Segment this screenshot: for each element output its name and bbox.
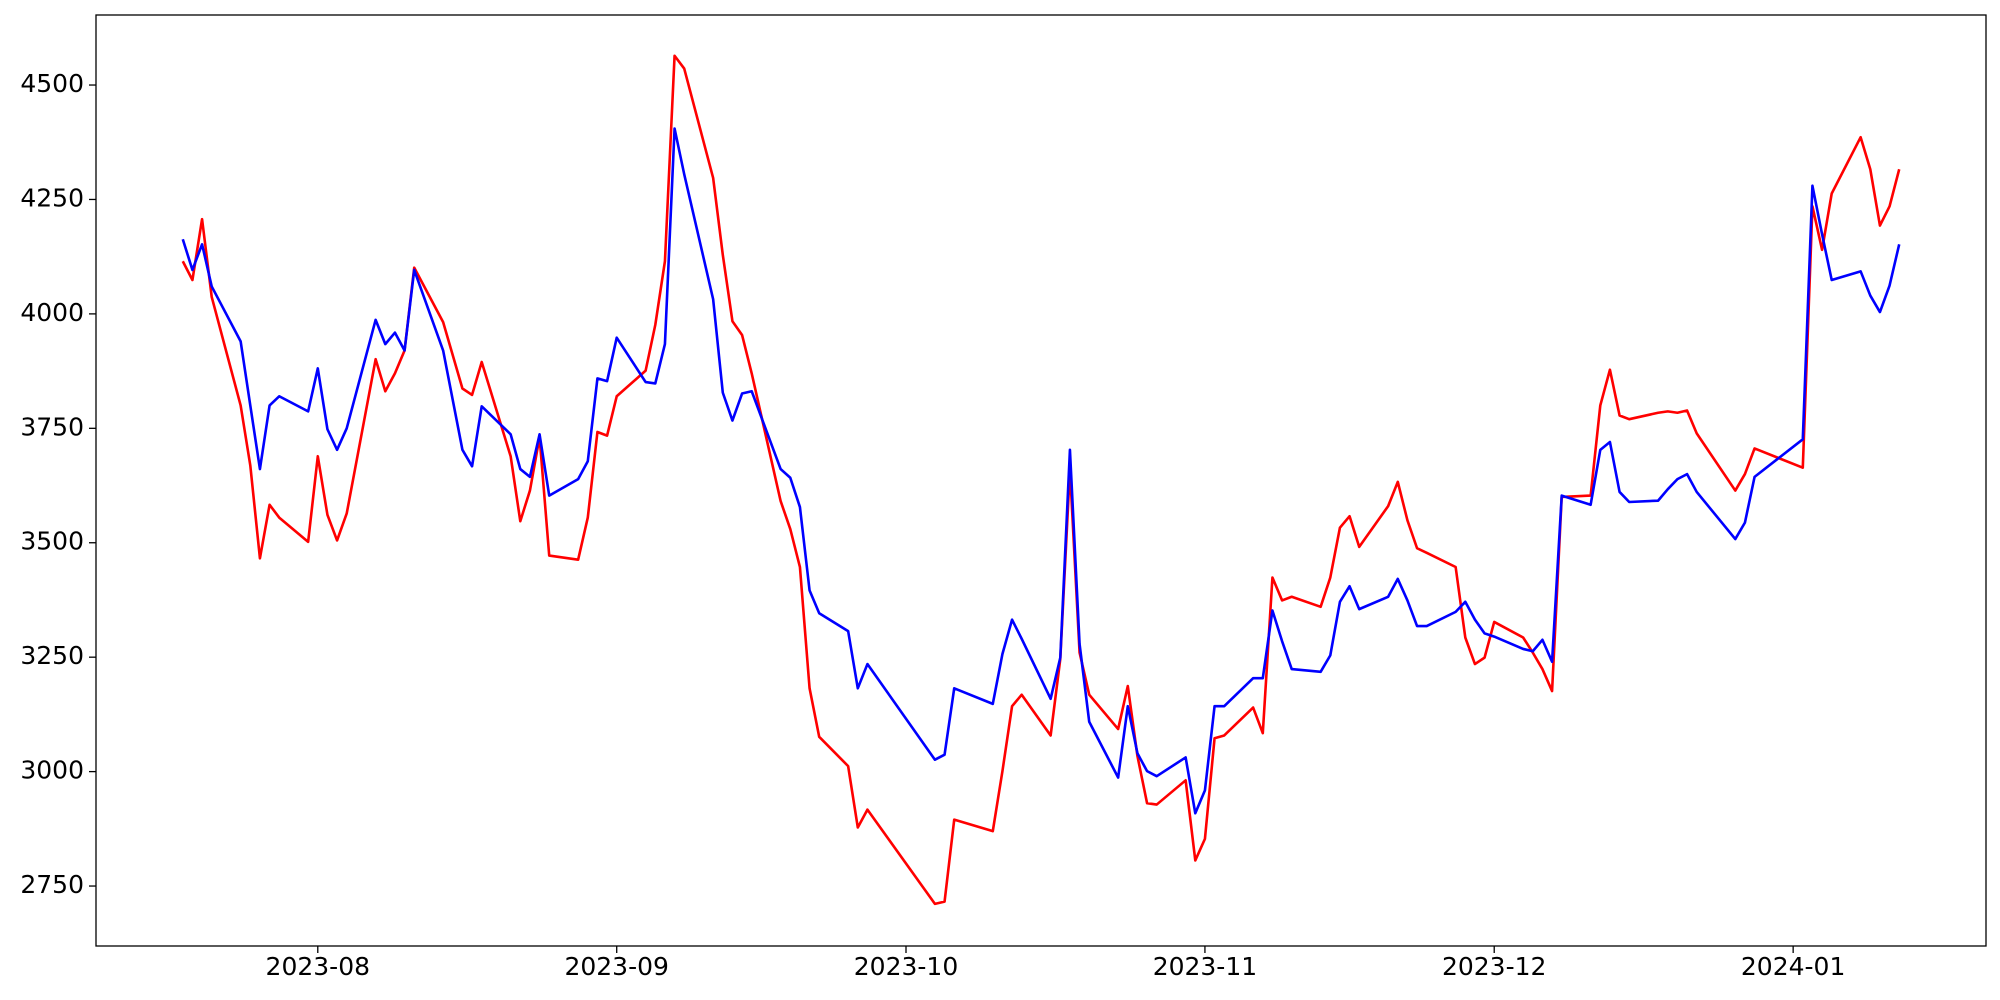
y-tick-label: 3750 [20,412,84,441]
x-tick-label: 2023-08 [266,952,370,981]
y-tick-label: 4000 [20,298,84,327]
y-tick-label: 4250 [20,183,84,212]
y-tick-label: 3000 [20,756,84,785]
x-tick-label: 2023-11 [1153,952,1257,981]
y-tick-label: 4500 [20,69,84,98]
x-tick-label: 2023-12 [1442,952,1546,981]
series-line [181,127,1901,815]
x-tick-label: 2024-01 [1741,952,1845,981]
plot-frame [95,14,1987,947]
series-line [181,54,1901,906]
x-tick-label: 2023-10 [854,952,958,981]
x-tick-label: 2023-09 [564,952,668,981]
y-tick-label: 2750 [20,870,84,899]
y-tick-label: 3500 [20,527,84,556]
y-tick-label: 3250 [20,641,84,670]
